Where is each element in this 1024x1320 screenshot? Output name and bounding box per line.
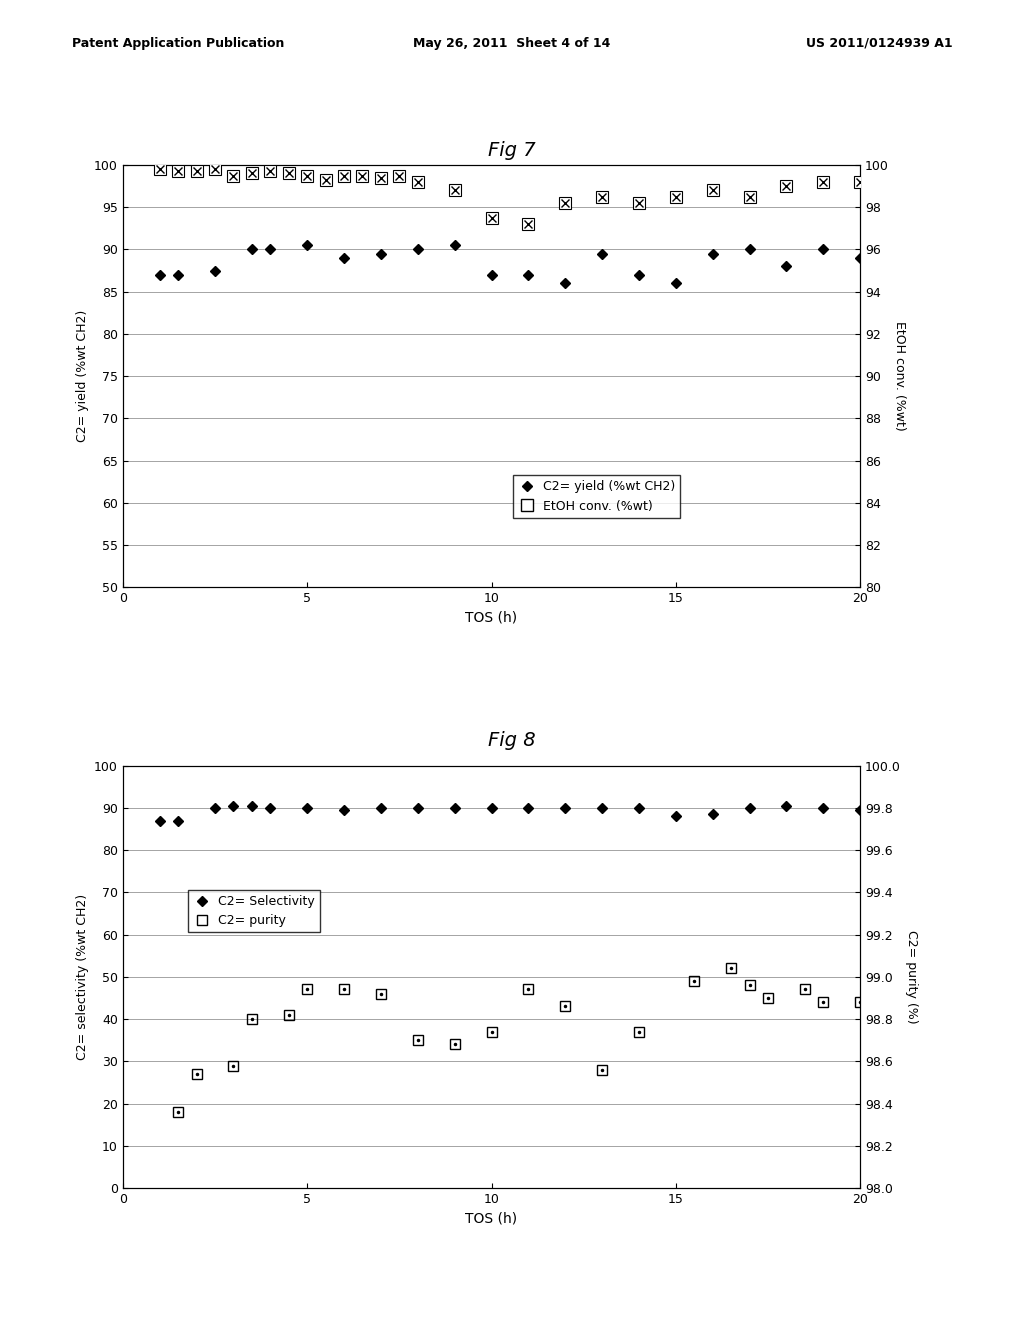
Y-axis label: C2= selectivity (%wt CH2): C2= selectivity (%wt CH2)	[76, 894, 89, 1060]
Legend: C2= yield (%wt CH2), EtOH conv. (%wt): C2= yield (%wt CH2), EtOH conv. (%wt)	[513, 475, 680, 517]
Text: Fig 7: Fig 7	[488, 141, 536, 160]
Text: May 26, 2011  Sheet 4 of 14: May 26, 2011 Sheet 4 of 14	[414, 37, 610, 50]
Text: US 2011/0124939 A1: US 2011/0124939 A1	[806, 37, 952, 50]
Y-axis label: C2= yield (%wt CH2): C2= yield (%wt CH2)	[76, 310, 89, 442]
Y-axis label: EtOH conv. (%wt): EtOH conv. (%wt)	[893, 321, 905, 432]
X-axis label: TOS (h): TOS (h)	[466, 1212, 517, 1225]
Text: Fig 8: Fig 8	[488, 731, 536, 750]
Text: Patent Application Publication: Patent Application Publication	[72, 37, 284, 50]
Y-axis label: C2= purity (%): C2= purity (%)	[904, 931, 918, 1023]
Legend: C2= Selectivity, C2= purity: C2= Selectivity, C2= purity	[188, 890, 319, 932]
X-axis label: TOS (h): TOS (h)	[466, 611, 517, 624]
